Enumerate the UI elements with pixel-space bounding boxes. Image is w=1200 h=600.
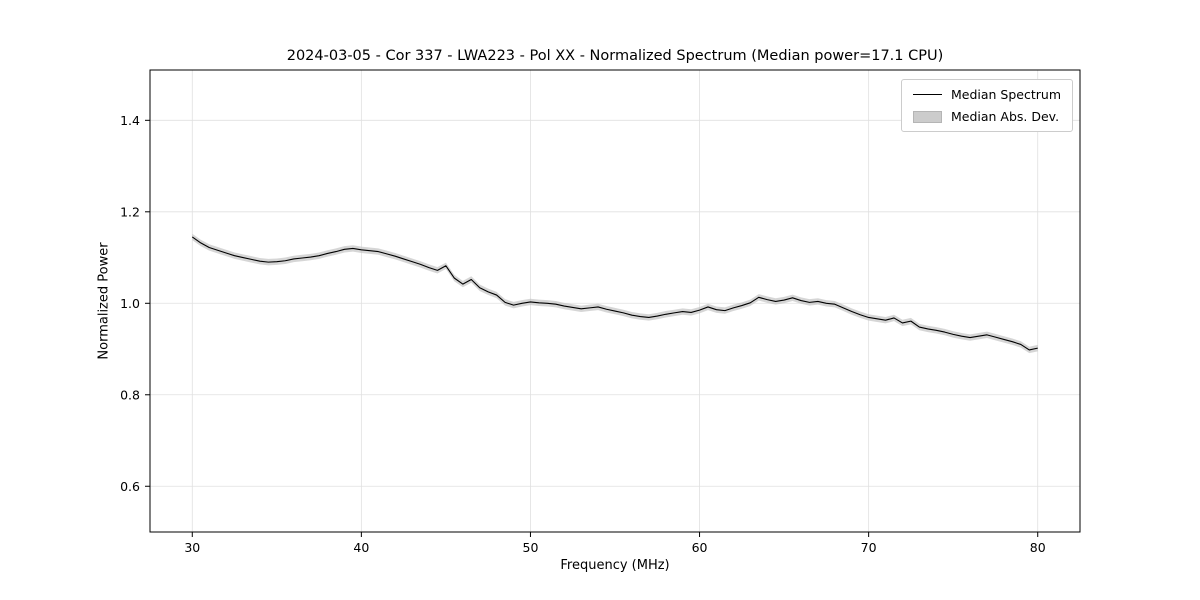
- legend: Median Spectrum Median Abs. Dev.: [900, 79, 1073, 132]
- line-swatch-icon: [912, 94, 942, 95]
- legend-item-median-abs-dev: Median Abs. Dev.: [912, 109, 1061, 124]
- x-tick-label: 40: [353, 540, 369, 555]
- y-tick-label: 0.6: [120, 479, 140, 494]
- mad-band: [192, 233, 1038, 354]
- patch-swatch-icon: [912, 110, 942, 123]
- legend-item-median-spectrum: Median Spectrum: [912, 87, 1061, 102]
- chart-title: 2024-03-05 - Cor 337 - LWA223 - Pol XX -…: [286, 48, 944, 64]
- x-tick-label: 70: [861, 540, 877, 555]
- x-tick-label: 80: [1030, 540, 1046, 555]
- y-tick-label: 0.8: [120, 387, 140, 402]
- y-tick-label: 1.4: [120, 113, 140, 128]
- legend-label-median-abs-dev: Median Abs. Dev.: [950, 109, 1060, 124]
- y-tick-label: 1.2: [120, 204, 140, 219]
- y-tick-label: 1.0: [120, 296, 140, 311]
- x-tick-label: 60: [692, 540, 708, 555]
- x-tick-label: 30: [184, 540, 200, 555]
- x-axis-label: Frequency (MHz): [560, 558, 670, 573]
- x-tick-label: 50: [523, 540, 539, 555]
- axes-border: [149, 69, 1081, 533]
- spectrum-line: [191, 236, 1038, 351]
- legend-label-median-spectrum: Median Spectrum: [950, 87, 1061, 102]
